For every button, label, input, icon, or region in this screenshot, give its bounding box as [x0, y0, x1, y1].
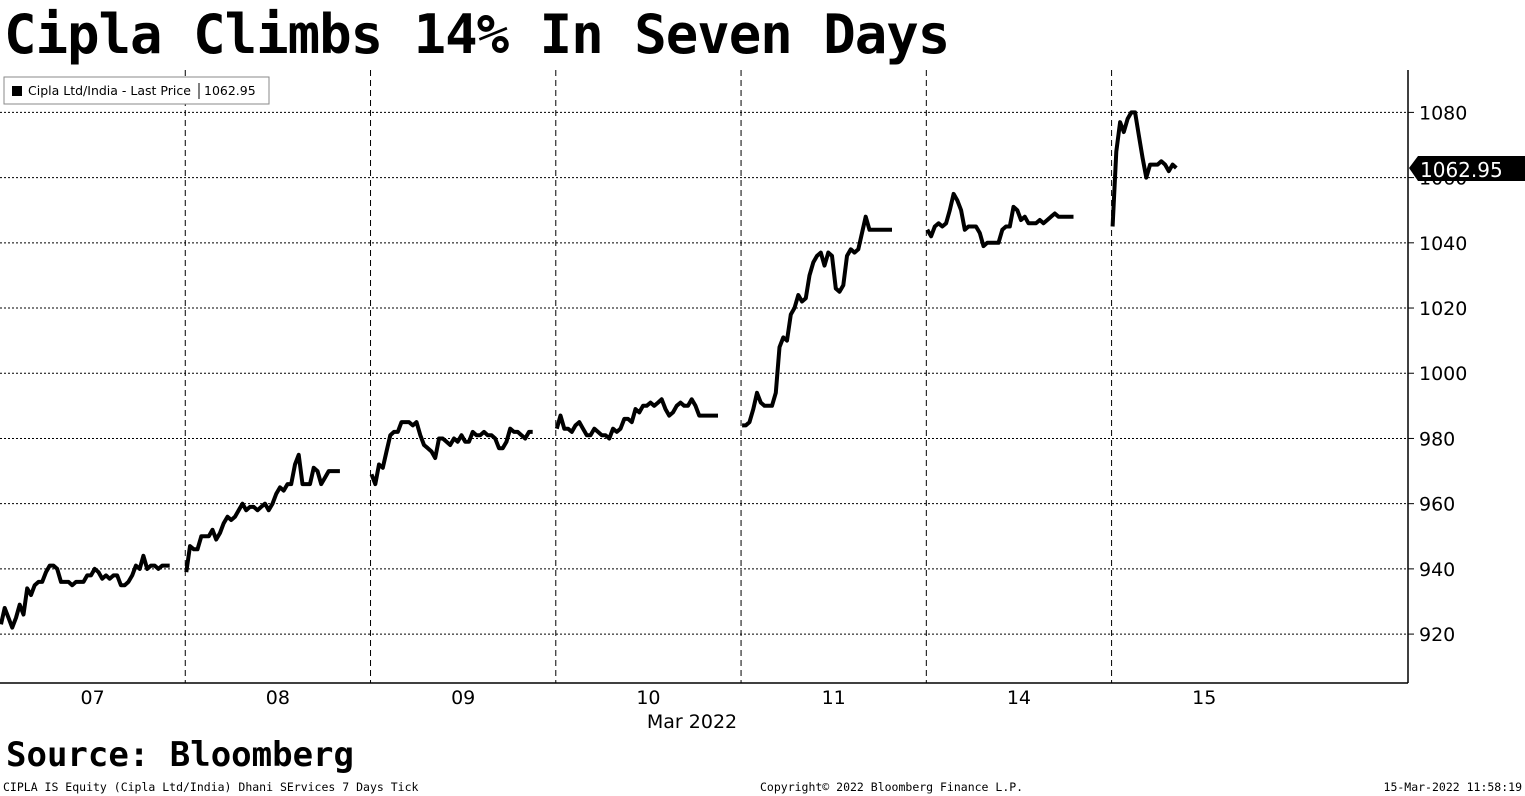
last-price-badge-text: 1062.95	[1420, 158, 1503, 182]
price-line-14	[925, 191, 1074, 249]
x-tick-label-10: 10	[636, 687, 660, 709]
x-tick-label-08: 08	[266, 687, 290, 709]
y-tick-label-920: 920	[1419, 624, 1455, 646]
legend-series-value: 1062.95	[204, 83, 256, 98]
y-tick-label-1000: 1000	[1419, 363, 1467, 385]
price-line-15	[1110, 110, 1178, 227]
x-axis-ticks: 07 08 09 10 11 14 15	[81, 687, 1217, 709]
x-tick-label-11: 11	[822, 687, 846, 709]
x-tick-label-14: 14	[1007, 687, 1031, 709]
price-line-10	[554, 397, 718, 441]
price-line-07	[0, 553, 170, 630]
legend-swatch	[12, 86, 22, 96]
y-axis-ticks: 92094096098010001020104010601080	[1408, 102, 1467, 646]
price-chart: 92094096098010001020104010601080 0708091…	[0, 70, 1525, 733]
x-axis-label: Mar 2022	[647, 711, 737, 733]
last-price-badge-shape	[1409, 155, 1525, 181]
price-series	[0, 110, 1178, 630]
legend: Cipla Ltd/India - Last Price 1062.95	[3, 76, 270, 105]
x-tick-label-15: 15	[1192, 687, 1216, 709]
footer-copyright: Copyright© 2022 Bloomberg Finance L.P.	[760, 780, 1024, 794]
legend-box	[3, 76, 270, 105]
chart-title: Cipla Climbs 14% In Seven Days	[4, 3, 950, 66]
y-tick-label-940: 940	[1419, 559, 1455, 581]
footer-timestamp: 15-Mar-2022 11:58:19	[1383, 780, 1522, 794]
legend-series-name: Cipla Ltd/India - Last Price	[28, 83, 191, 98]
last-price-badge: 1062.95	[1409, 155, 1525, 182]
plot-frame	[0, 70, 1409, 684]
horizontal-gridlines	[0, 111, 1408, 635]
y-tick-label-980: 980	[1419, 428, 1455, 450]
y-tick-label-960: 960	[1419, 494, 1455, 516]
price-line-09	[369, 420, 533, 487]
x-tick-label-07: 07	[81, 687, 105, 709]
y-tick-label-1020: 1020	[1419, 298, 1467, 320]
session-separators	[184, 70, 1113, 683]
source-label: Source: Bloomberg	[6, 735, 354, 775]
x-tick-label-09: 09	[451, 687, 475, 709]
price-line-11	[742, 214, 892, 428]
price-line-08	[184, 452, 340, 573]
footer-ticker-info: CIPLA IS Equity (Cipla Ltd/India) Dhani …	[3, 780, 419, 794]
y-tick-label-1040: 1040	[1419, 233, 1467, 255]
y-tick-label-1080: 1080	[1419, 102, 1467, 124]
